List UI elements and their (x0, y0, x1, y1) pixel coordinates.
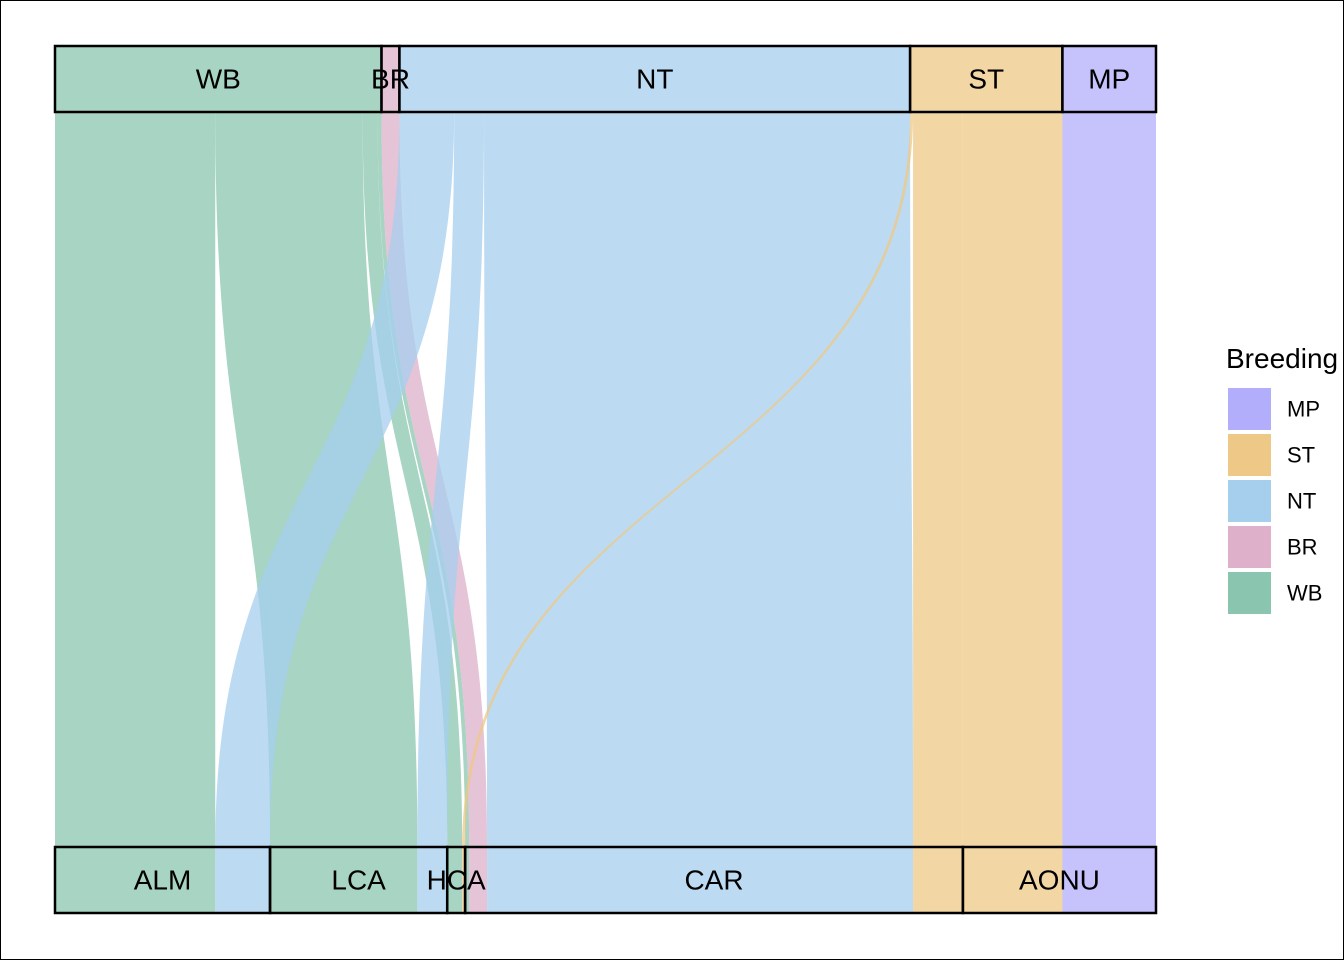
legend-label-st: ST (1287, 443, 1315, 468)
legend-label-nt: NT (1287, 489, 1316, 514)
flow-nt-to-lca (417, 112, 485, 847)
legend: Breeding MP ST NT BR WB (1226, 343, 1338, 614)
legend-swatch-mp (1228, 388, 1271, 430)
flow-nt-to-alm (215, 112, 455, 847)
legend-label-mp: MP (1287, 397, 1320, 422)
stratum-label-top-mp: MP (1088, 64, 1130, 95)
flow-wb-to-hca (362, 112, 463, 847)
flow-wb-to-car (377, 112, 470, 847)
stratum-bottom-segment-car-nt (487, 847, 914, 913)
stratum-bottom-segment-aonu-st (962, 847, 1063, 913)
legend-swatch-br (1228, 526, 1271, 568)
stratum-label-top-wb: WB (196, 64, 241, 95)
stratum-label-top-br: BR (371, 64, 410, 95)
stratum-bottom-segment-aonu-mp (1062, 847, 1156, 913)
flow-st-to-hca (462, 112, 914, 847)
stratum-bottom-segment-lca-nt (417, 847, 448, 913)
legend-label-wb: WB (1287, 581, 1322, 606)
stratum-label-bottom-alm: ALM (134, 865, 192, 896)
flow-mp-to-aonu (1062, 112, 1156, 847)
stratum-bottom-segment-hca-wb (447, 847, 463, 913)
flow-st-to-car (913, 112, 963, 847)
legend-label-br: BR (1287, 535, 1318, 560)
stratum-bottom-aonu (961, 845, 1158, 915)
stratum-bottom-segment-car-st (913, 847, 963, 913)
stratum-label-top-nt: NT (636, 64, 673, 95)
stratum-bottom-segment-car-br (469, 847, 488, 913)
flow-st-to-aonu (962, 112, 1063, 847)
stratum-bottom-segment-car-wb (465, 847, 470, 913)
flow-nt-to-car (484, 112, 914, 847)
legend-swatch-nt (1228, 480, 1271, 522)
stratum-label-bottom-car: CAR (684, 865, 743, 896)
stratum-bottom-segment-hca-st (462, 847, 466, 913)
legend-swatch-st (1228, 434, 1271, 476)
strata-layer: WB BR NT ST MP ALM LCA HCA CAR AONU (53, 44, 1158, 915)
stratum-bottom-segment-alm-wb (55, 847, 216, 913)
flow-wb-to-alm (55, 112, 216, 847)
stratum-label-bottom-lca: LCA (331, 865, 386, 896)
stratum-bottom-segment-lca-wb (270, 847, 418, 913)
legend-swatch-wb (1228, 572, 1271, 614)
stratum-bottom-segment-alm-nt (215, 847, 271, 913)
stratum-label-bottom-aonu: AONU (1019, 865, 1100, 896)
stratum-label-bottom-hca: HCA (427, 865, 486, 896)
stratum-top-nt (398, 44, 912, 114)
legend-title: Breeding (1226, 343, 1338, 374)
stratum-top-mp (1061, 44, 1158, 114)
flows-layer (55, 112, 1156, 847)
stratum-label-top-st: ST (968, 64, 1004, 95)
